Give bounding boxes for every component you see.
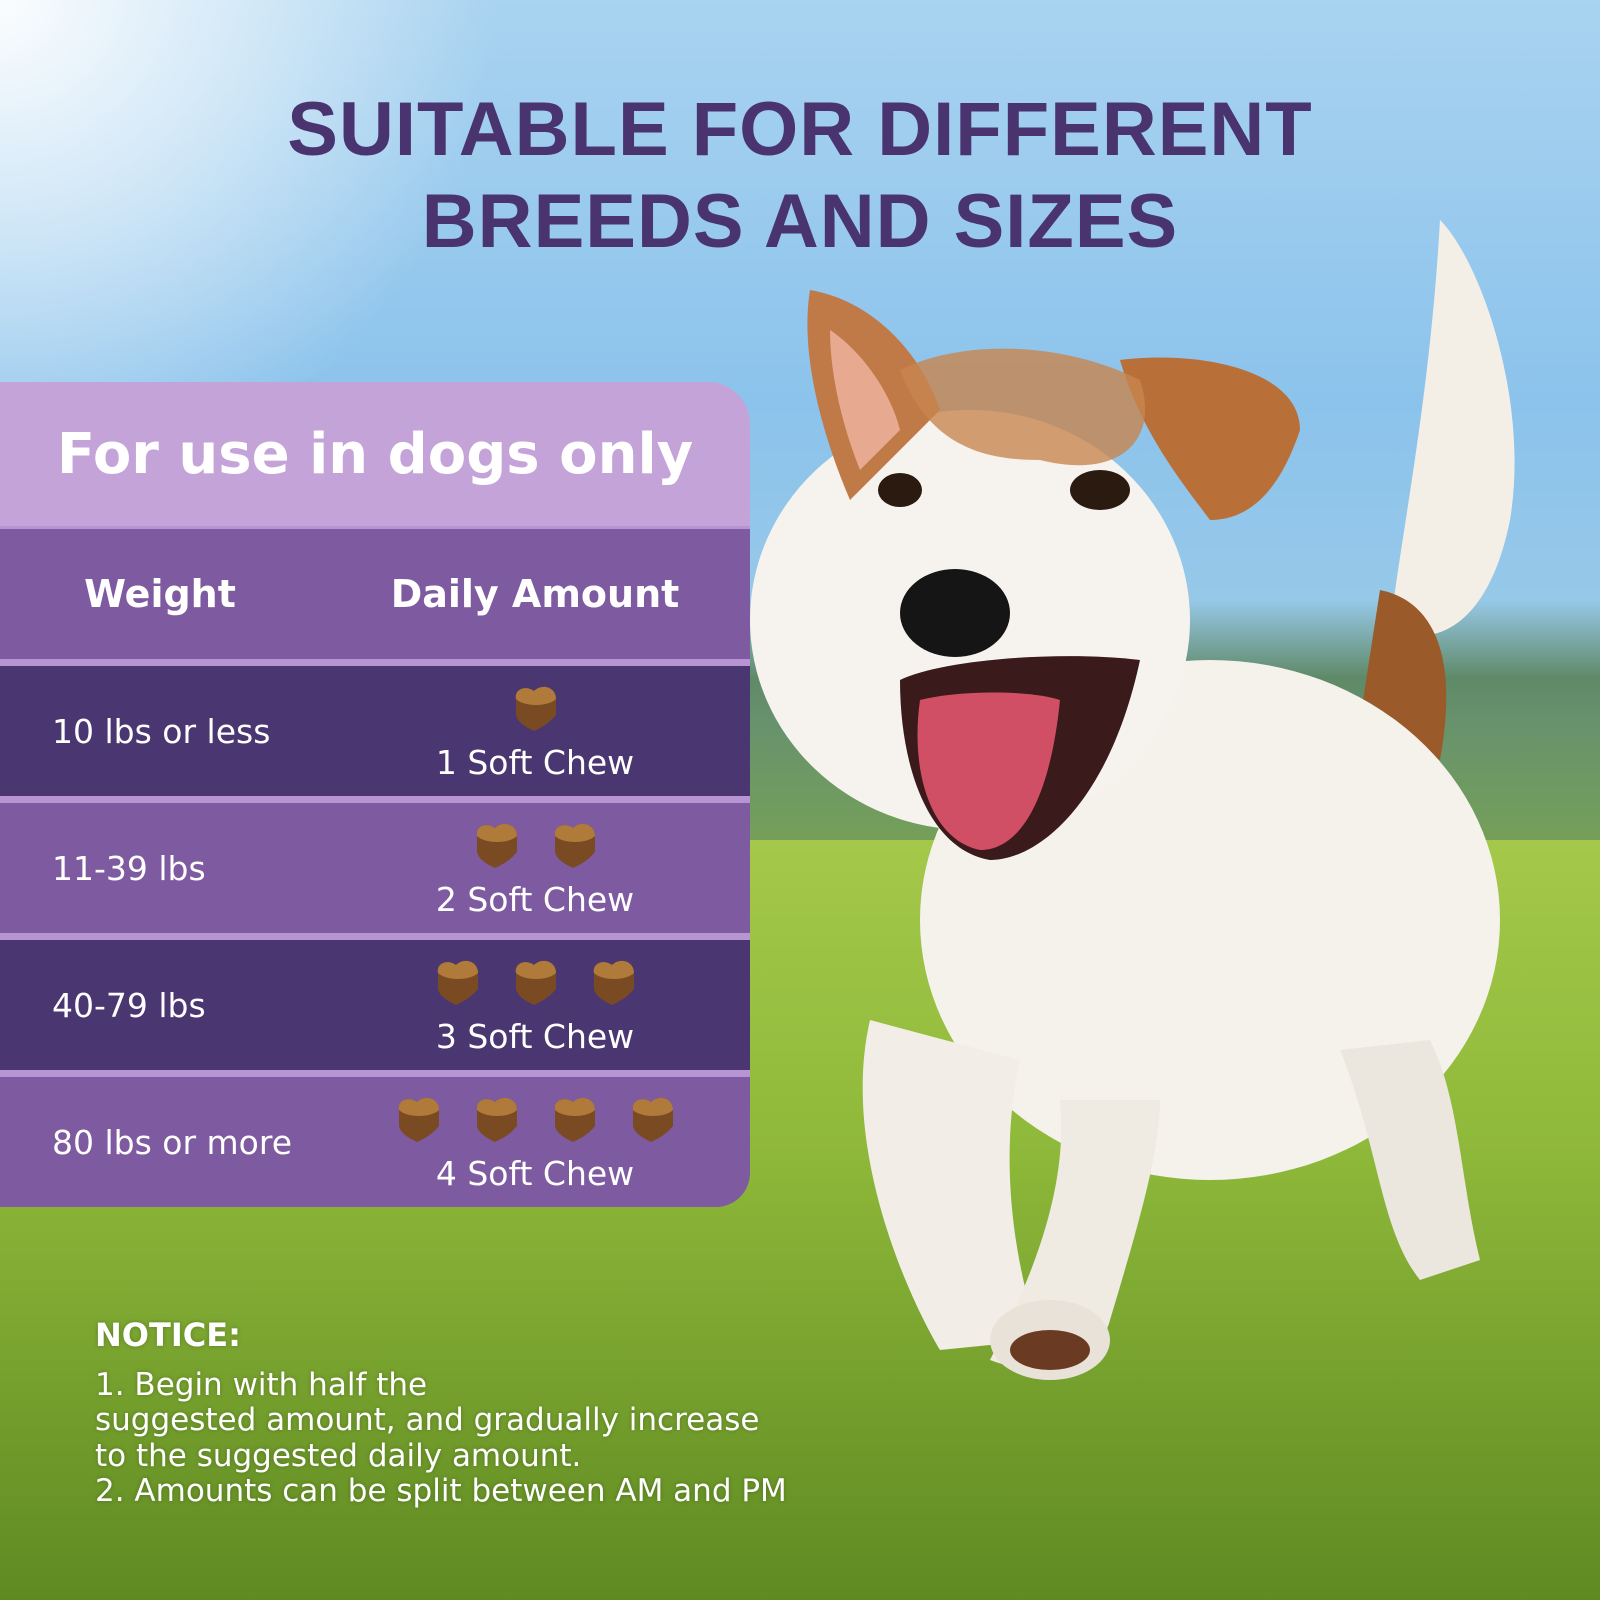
running-dog-illustration (750, 220, 1515, 1380)
amount-cell: 1 Soft Chew (435, 742, 635, 782)
notice-line: 2. Amounts can be split between AM and P… (95, 1473, 787, 1509)
notice-line: suggested amount, and gradually increase (95, 1402, 760, 1438)
dogs-only-banner: For use in dogs only (0, 382, 750, 526)
notice-title: NOTICE: (95, 1316, 241, 1354)
soft-chew-heart-icon (632, 1097, 673, 1142)
chew-icons (320, 955, 750, 1011)
weight-cell: 40-79 lbs (52, 985, 206, 1025)
notice-line: 1. Begin with half the (95, 1366, 428, 1403)
table-row: 11-39 lbs 2 Soft Chew (0, 796, 750, 933)
table-row: 10 lbs or less 1 Soft Chew (0, 659, 750, 796)
amount-cell: 3 Soft Chew (435, 1016, 635, 1056)
chew-icons (320, 681, 750, 737)
dosage-table: For use in dogs only Weight Daily Amount… (0, 382, 750, 1207)
amount-cell: 2 Soft Chew (435, 879, 635, 919)
soft-chew-heart-icon (398, 1097, 439, 1142)
soft-chew-heart-icon (593, 960, 634, 1005)
weight-cell: 80 lbs or more (52, 1122, 293, 1162)
soft-chew-heart-icon (476, 823, 517, 868)
notice-block: NOTICE: 1. Begin with half the suggested… (95, 1316, 787, 1510)
weight-cell: 10 lbs or less (52, 711, 271, 751)
soft-chew-heart-icon (515, 686, 556, 731)
soft-chew-heart-icon (554, 1097, 595, 1142)
notice-line: to the suggested daily amount. (95, 1437, 582, 1474)
column-header-weight: Weight (84, 572, 236, 616)
soft-chew-heart-icon (554, 823, 595, 868)
chew-icons (320, 1092, 750, 1148)
chew-icons (320, 818, 750, 874)
headline-line-1: SUITABLE FOR DIFFERENT (287, 87, 1313, 172)
soft-chew-heart-icon (515, 960, 556, 1005)
table-header-row: Weight Daily Amount (0, 526, 750, 659)
headline-line-2: BREEDS AND SIZES (421, 179, 1179, 264)
soft-chew-heart-icon (437, 960, 478, 1005)
table-row: 40-79 lbs 3 Soft Chew (0, 933, 750, 1070)
table-row: 80 lbs or more 4 Soft Chew (0, 1070, 750, 1207)
soft-chew-heart-icon (476, 1097, 517, 1142)
weight-cell: 11-39 lbs (52, 848, 206, 888)
amount-cell: 4 Soft Chew (435, 1153, 635, 1193)
column-header-daily-amount: Daily Amount (390, 572, 680, 616)
